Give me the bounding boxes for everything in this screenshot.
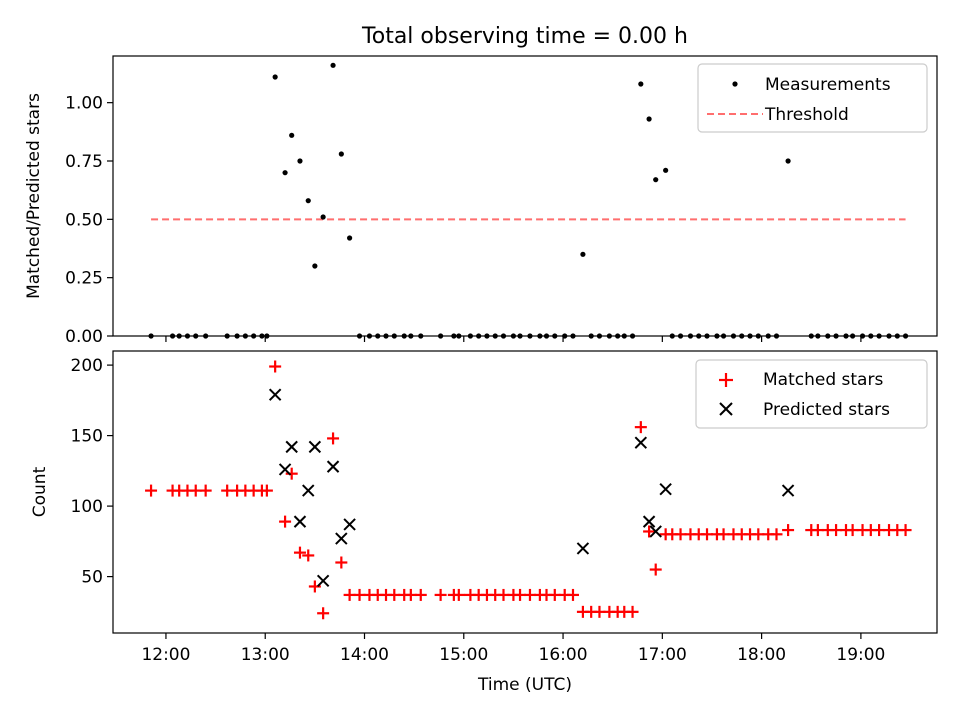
- predicted-star-point: [642, 515, 656, 528]
- measurement-point: [282, 170, 288, 176]
- matched-star-point: [626, 605, 639, 618]
- x-tick-label: 16:00: [539, 645, 588, 665]
- measurement-point: [272, 74, 278, 80]
- matched-star-point: [302, 549, 315, 562]
- x-tick-label: 13:00: [241, 645, 290, 665]
- matched-star-point: [566, 588, 579, 601]
- predicted-star-point: [649, 525, 662, 538]
- bottom-y-tick-label: 50: [81, 568, 103, 588]
- top-axes-frame: [112, 55, 938, 337]
- x-tick-label: 18:00: [737, 645, 786, 665]
- matched-star-point: [899, 524, 912, 537]
- x-tick-label: 19:00: [836, 645, 885, 665]
- top-legend: Measurements Threshold: [697, 63, 928, 133]
- matched-star-point: [293, 546, 306, 559]
- measurement-point: [638, 81, 644, 87]
- predicted-star-point: [268, 388, 282, 401]
- predicted-star-point: [285, 440, 298, 454]
- predicted-star-point: [335, 532, 348, 545]
- measurement-point: [312, 263, 318, 269]
- measurement-point: [320, 214, 326, 220]
- predicted-star-point: [316, 574, 330, 588]
- predicted-star-point: [634, 436, 648, 449]
- matched-star-point: [269, 360, 282, 373]
- predicted-star-point: [781, 484, 795, 497]
- top-y-tick-label: 1.00: [65, 94, 103, 114]
- legend-matched-marker: [719, 373, 733, 387]
- measurement-point: [646, 116, 652, 122]
- top-y-tick-label: 0.75: [65, 152, 103, 172]
- bottom-legend: Matched stars Predicted stars: [695, 359, 928, 429]
- bottom-y-tick-label: 200: [71, 356, 103, 376]
- matched-star-point: [452, 588, 465, 601]
- bottom-y-axis-label: Count: [30, 466, 50, 517]
- matched-star-point: [434, 588, 447, 601]
- matched-star-point: [260, 484, 273, 497]
- measurement-point: [305, 198, 311, 204]
- matched-star-point: [770, 528, 783, 541]
- legend-predicted-marker: [719, 402, 733, 416]
- measurement-point: [289, 132, 295, 138]
- measurement-point: [347, 235, 353, 241]
- predicted-star-point: [278, 463, 292, 476]
- measurement-point: [338, 151, 344, 157]
- matched-star-point: [335, 556, 348, 569]
- ratio-panel: Total observing time = 0.00 h Matched/Pr…: [24, 24, 938, 347]
- measurement-point: [297, 158, 303, 164]
- legend-matched-label: Matched stars: [763, 370, 883, 390]
- predicted-star-point: [326, 460, 340, 473]
- top-y-axis-label: Matched/Predicted stars: [24, 93, 44, 299]
- legend-measurements-marker: [732, 81, 738, 87]
- count-panel: Count Time (UTC) 50 100 150 200 12:00 13:00 14…: [30, 350, 938, 695]
- bottom-y-tick-label: 100: [71, 497, 103, 517]
- legend-threshold-label: Threshold: [764, 105, 849, 125]
- matched-star-point: [782, 524, 795, 537]
- predicted-star-point: [576, 542, 590, 555]
- legend-measurements-label: Measurements: [765, 75, 891, 95]
- x-tick-label: 12:00: [141, 645, 190, 665]
- matched-star-point: [643, 525, 656, 538]
- matched-star-point: [285, 467, 298, 480]
- measurement-point: [663, 167, 669, 173]
- predicted-star-point: [308, 440, 322, 454]
- matched-star-point: [279, 515, 292, 528]
- measurement-point: [330, 62, 336, 68]
- matched-star-point: [317, 607, 330, 620]
- matched-star-point: [414, 588, 427, 601]
- top-y-tick-label: 0.50: [65, 210, 103, 230]
- matched-star-point: [634, 421, 647, 434]
- bottom-y-tick-label: 150: [71, 427, 103, 447]
- x-tick-label: 14:00: [340, 645, 389, 665]
- bottom-axes-frame: [112, 350, 938, 634]
- measurement-point: [653, 177, 659, 183]
- predicted-star-point: [302, 484, 315, 497]
- top-y-tick-label: 0.25: [65, 269, 103, 289]
- x-tick-label: 17:00: [638, 645, 687, 665]
- predicted-star-point: [293, 515, 307, 528]
- matched-star-point: [327, 432, 340, 445]
- predicted-star-point: [343, 518, 356, 531]
- matched-star-point: [649, 563, 662, 576]
- matched-star-point: [145, 484, 158, 497]
- predicted-star-point: [659, 482, 672, 496]
- measurement-point: [785, 158, 791, 164]
- chart-title: Total observing time = 0.00 h: [361, 24, 688, 49]
- top-y-tick-label: 0.00: [65, 327, 103, 347]
- x-axis-label: Time (UTC): [477, 675, 572, 695]
- matched-star-point: [199, 484, 212, 497]
- x-tick-label: 15:00: [439, 645, 488, 665]
- measurement-point: [580, 251, 586, 257]
- legend-predicted-label: Predicted stars: [763, 400, 890, 420]
